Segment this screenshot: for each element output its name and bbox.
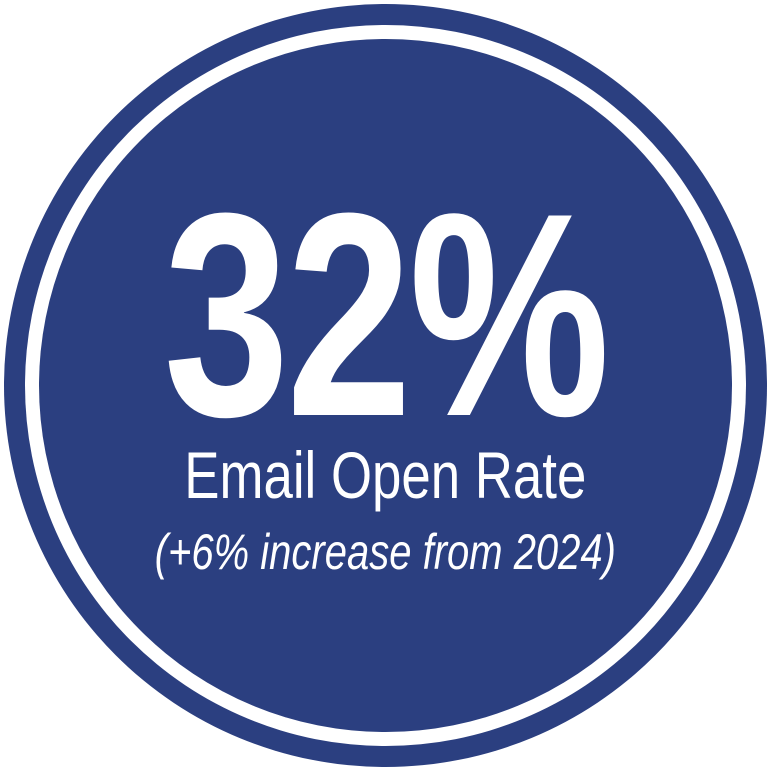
stat-note: (+6% increase from 2024) (154, 524, 617, 580)
stat-label: Email Open Rate (184, 438, 587, 512)
badge-inner-circle (39, 39, 732, 732)
stat-value: 32% (163, 153, 611, 477)
